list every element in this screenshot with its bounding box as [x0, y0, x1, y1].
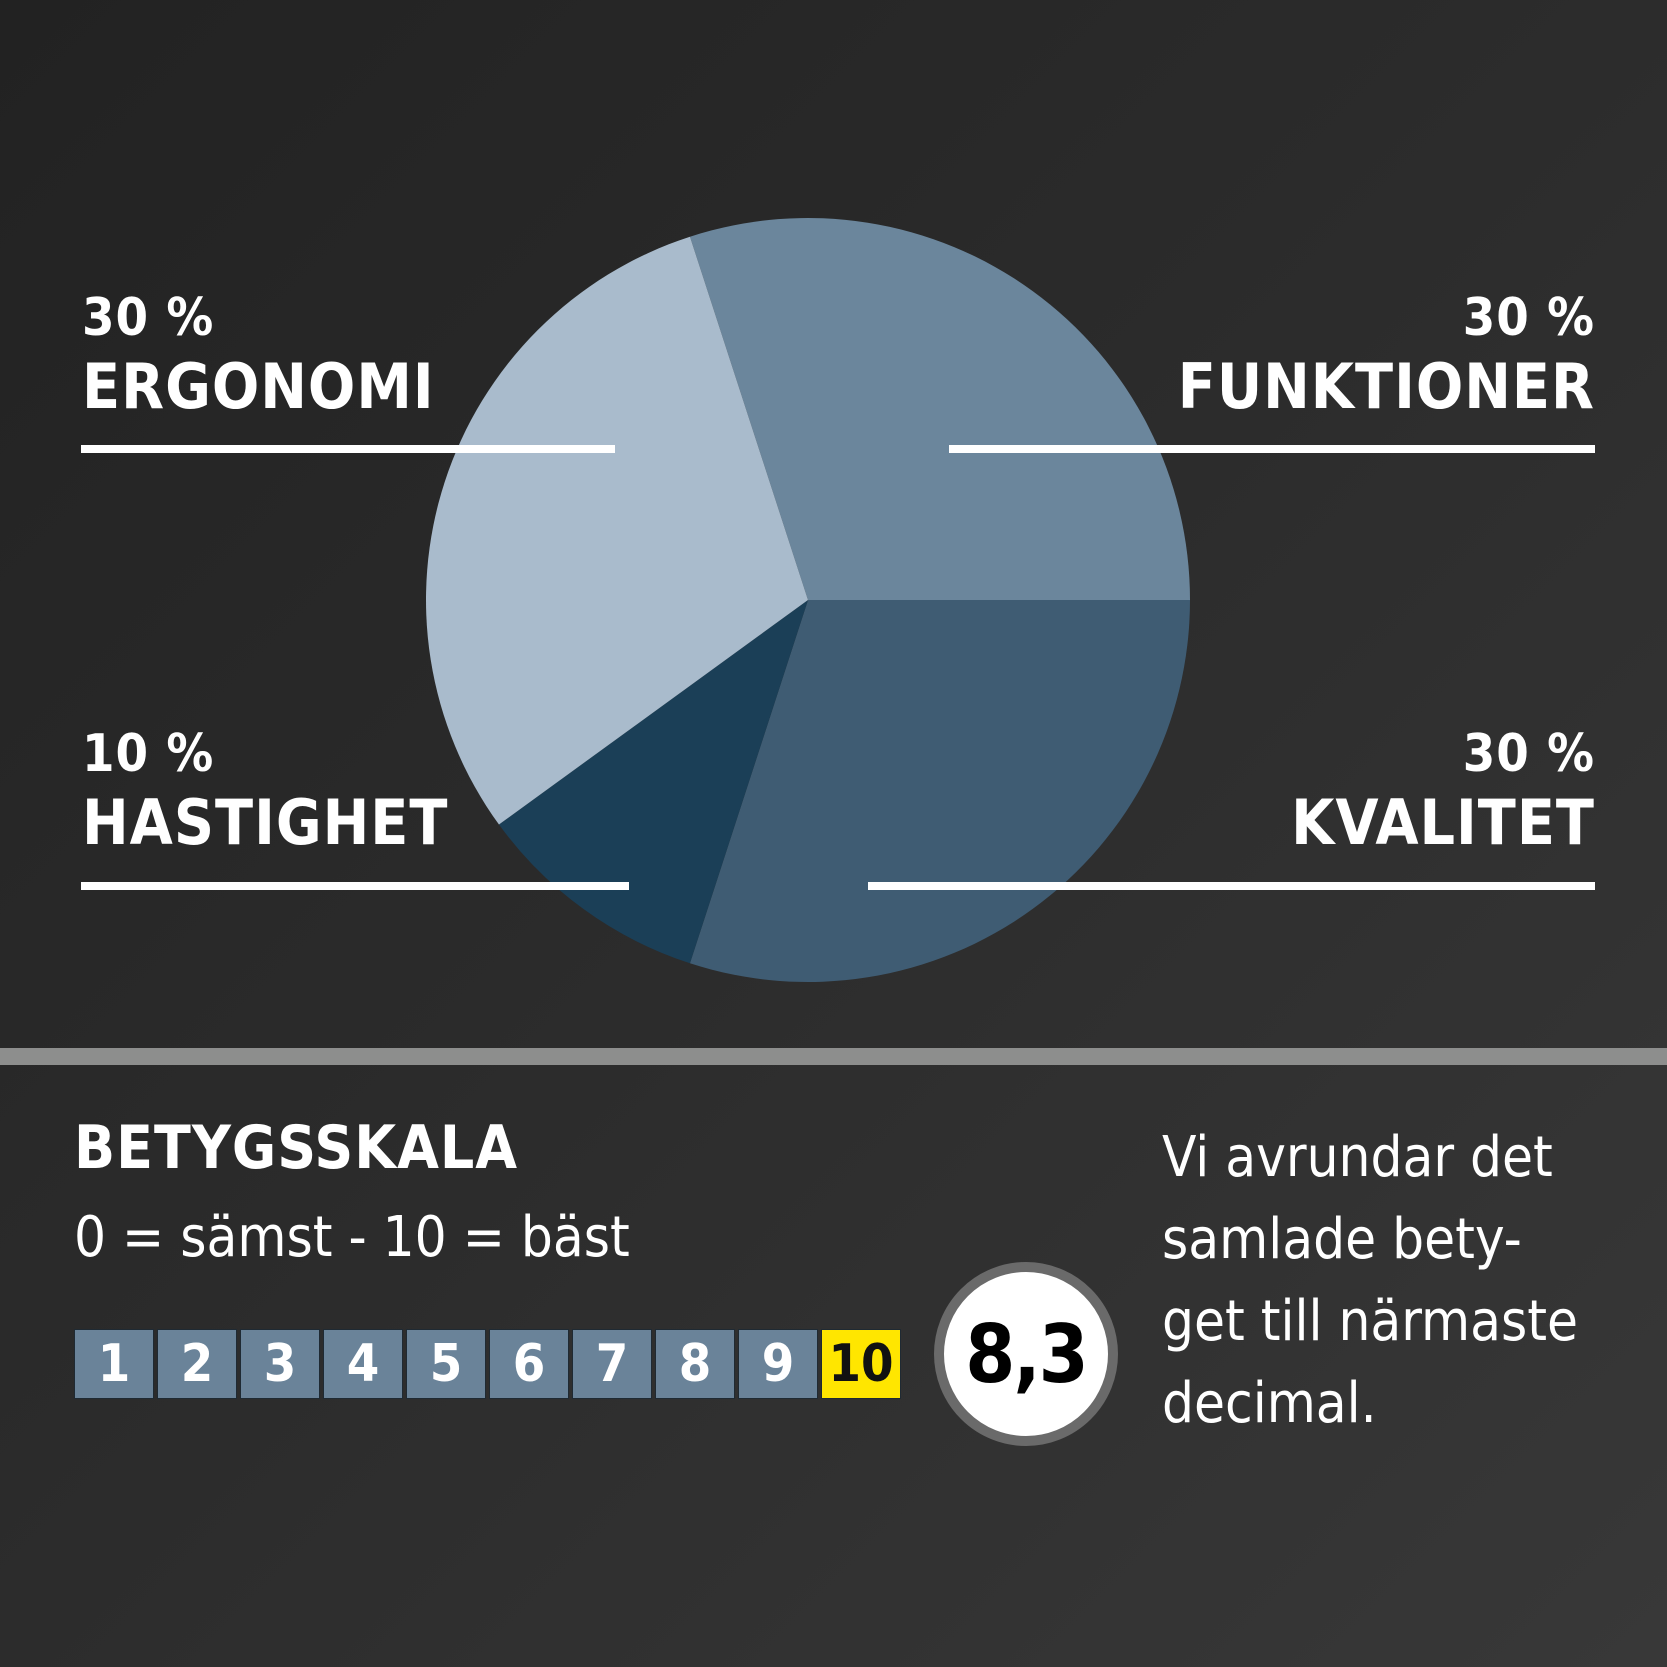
rating-scale-title: BETYGSSKALA [74, 1113, 519, 1183]
rounding-note: Vi avrundar det samlade bety-get till när… [1162, 1117, 1578, 1445]
label-kvalitet: 30 % KVALITET [1291, 728, 1595, 854]
scale-cell-9: 9 [738, 1329, 818, 1399]
leader-line-ergonomi [81, 445, 615, 453]
leader-line-hastighet [81, 882, 629, 890]
scale-cell-8: 8 [655, 1329, 735, 1399]
label-ergonomi: 30 % ERGONOMI [82, 292, 435, 418]
leader-line-funktioner [949, 445, 1595, 453]
scale-cell-1: 1 [74, 1329, 154, 1399]
label-funktioner: 30 % FUNKTIONER [1178, 292, 1595, 418]
slice-ergonomi [425, 236, 808, 825]
label-funktioner-name: FUNKTIONER [1177, 350, 1595, 423]
slice-kvalitet [689, 600, 1190, 982]
label-kvalitet-pct: 30 % [1462, 724, 1595, 784]
label-ergonomi-name: ERGONOMI [82, 350, 435, 423]
scale-cell-4: 4 [323, 1329, 403, 1399]
pie-chart [425, 217, 1190, 982]
rating-scale-subtitle: 0 = sämst - 10 = bäst [74, 1205, 630, 1270]
slice-funktioner [689, 217, 1190, 600]
leader-line-kvalitet [868, 882, 1595, 890]
rounding-note-line: decimal. [1162, 1371, 1377, 1436]
label-funktioner-pct: 30 % [1462, 288, 1595, 348]
label-hastighet-name: HASTIGHET [82, 786, 449, 859]
scale-cell-2: 2 [157, 1329, 237, 1399]
rounding-note-line: get till närmaste [1162, 1289, 1578, 1354]
rounding-note-line: Vi avrundar det [1162, 1125, 1553, 1190]
scale-cell-10: 10 [821, 1329, 901, 1399]
pie-chart-panel: 30 % ERGONOMI 30 % FUNKTIONER 10 % HASTI… [81, 217, 1595, 982]
scale-cell-7: 7 [572, 1329, 652, 1399]
label-ergonomi-pct: 30 % [82, 288, 215, 348]
scale-cell-3: 3 [240, 1329, 320, 1399]
section-divider [0, 1048, 1667, 1065]
rating-scale-bar: 1 2 3 4 5 6 7 8 9 10 [74, 1329, 901, 1399]
rounding-note-line: samlade bety- [1162, 1207, 1522, 1272]
label-hastighet-pct: 10 % [82, 724, 215, 784]
slice-hastighet [498, 600, 808, 964]
scale-cell-5: 5 [406, 1329, 486, 1399]
label-kvalitet-name: KVALITET [1291, 786, 1595, 859]
scale-cell-6: 6 [489, 1329, 569, 1399]
label-hastighet: 10 % HASTIGHET [82, 728, 448, 854]
score-badge: 8,3 [934, 1262, 1118, 1446]
